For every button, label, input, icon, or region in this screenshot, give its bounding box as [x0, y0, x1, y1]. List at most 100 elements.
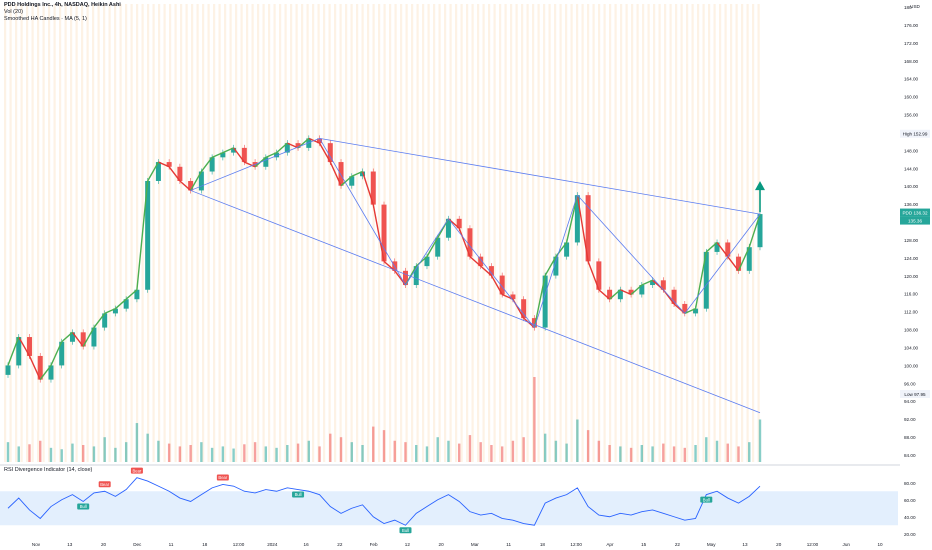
price-sub-tag: 135.36 [908, 219, 922, 224]
volume-bar [522, 437, 525, 462]
session-stripe [389, 4, 392, 462]
x-tick-label: 18 [540, 542, 546, 547]
volume-bar [361, 445, 364, 462]
x-tick-label: 20 [439, 542, 445, 547]
session-stripe [477, 4, 480, 462]
volume-bar [640, 445, 644, 462]
x-tick-label: 13 [67, 542, 73, 547]
session-stripe [268, 4, 271, 462]
session-stripe [273, 4, 276, 462]
session-stripe [240, 4, 243, 462]
marker-text: Bear [132, 468, 141, 473]
session-stripe [37, 4, 40, 462]
candle-body [639, 285, 645, 295]
session-stripe [499, 4, 502, 462]
session-stripe [746, 4, 749, 462]
y-tick-label: 124.00 [904, 256, 918, 261]
volume-bar [511, 440, 515, 462]
candle-body [166, 162, 172, 167]
session-stripe [625, 4, 628, 462]
session-stripe [488, 4, 491, 462]
session-stripe [680, 4, 683, 462]
candle-body [435, 237, 441, 257]
x-tick-label: 11 [506, 542, 511, 547]
session-stripe [257, 4, 260, 462]
candle-body [585, 195, 591, 262]
volume-bar [533, 377, 536, 462]
candle-body [650, 280, 656, 286]
session-stripe [702, 4, 705, 462]
volume-bar [39, 440, 42, 462]
session-stripe [416, 4, 419, 462]
volume-bar [157, 440, 160, 462]
session-stripe [119, 4, 122, 462]
volume-bar [683, 447, 686, 462]
session-stripe [70, 4, 73, 462]
zigzag-line [405, 218, 449, 286]
candle-body [338, 162, 344, 186]
arrow-head [755, 181, 765, 191]
session-stripe [174, 4, 177, 462]
session-stripe [20, 4, 23, 462]
session-stripe [735, 4, 738, 462]
session-stripe [537, 4, 540, 462]
candle-body [220, 152, 226, 158]
candle-body [16, 337, 22, 366]
candle-body [349, 176, 355, 186]
indicator-legend[interactable]: Smoothed HA Candles · MA (5, 1) [4, 16, 87, 22]
candle-body [188, 180, 194, 191]
rsi-level-label: 20.00 [904, 532, 916, 537]
y-tick-label: 108.00 [904, 328, 918, 333]
volume-bar [608, 445, 611, 462]
y-tick-label: 160.00 [904, 95, 918, 100]
candle-body [542, 275, 548, 328]
rsi-legend: RSI Divergence Indicator (14, close) [4, 467, 92, 474]
volume-bar [167, 443, 171, 462]
volume-bar [393, 440, 396, 462]
volume-bar [103, 437, 106, 462]
volume-legend[interactable]: Vol (20) [4, 9, 23, 15]
x-tick-label: 2024 [267, 542, 278, 547]
forecast-arrow-icon [755, 181, 765, 213]
session-stripe [207, 4, 210, 462]
candle-body [123, 299, 129, 309]
candle-body [445, 218, 451, 238]
session-stripe [471, 4, 474, 462]
session-stripe [328, 4, 331, 462]
y-tick-label: 94.00 [904, 399, 916, 404]
session-stripe [31, 4, 34, 462]
volume-bar [114, 447, 117, 462]
session-stripe [730, 4, 733, 462]
session-stripe [367, 4, 370, 462]
session-stripe [675, 4, 678, 462]
x-tick-label: 12 [405, 542, 411, 547]
session-stripe [213, 4, 216, 462]
price-sub-tag-bg [900, 216, 930, 225]
low-tag-bg [900, 390, 930, 399]
candle-body [574, 195, 580, 243]
symbol-title[interactable]: PDD Holdings Inc., 4h, NASDAQ, Heikin As… [4, 2, 121, 8]
session-stripe [312, 4, 315, 462]
volume-bar [339, 437, 343, 462]
candle-body [553, 256, 559, 276]
session-stripe [42, 4, 45, 462]
session-stripe [339, 4, 342, 462]
volume-bar [500, 446, 504, 462]
volume-bar [543, 433, 547, 462]
volume-bar [662, 443, 665, 462]
volume-bar [92, 446, 96, 462]
volume-bar [447, 440, 450, 462]
candle-body [413, 266, 419, 286]
x-tick-label: 22 [675, 542, 681, 547]
candle-body [617, 289, 623, 300]
y-tick-label: 140.00 [904, 184, 918, 189]
rsi-legend-title[interactable]: RSI Divergence Indicator (14, close) [4, 467, 93, 473]
session-stripe [103, 4, 106, 462]
time-axis[interactable]: Nov 13 20 Dec 11 18 12:00 2024 16 22 Feb 12 20 Mar 11 1… [32, 542, 883, 547]
session-stripe [647, 4, 650, 462]
session-stripe [218, 4, 221, 462]
candle-body [725, 242, 731, 257]
session-stripe [515, 4, 518, 462]
session-stripe [9, 4, 12, 462]
